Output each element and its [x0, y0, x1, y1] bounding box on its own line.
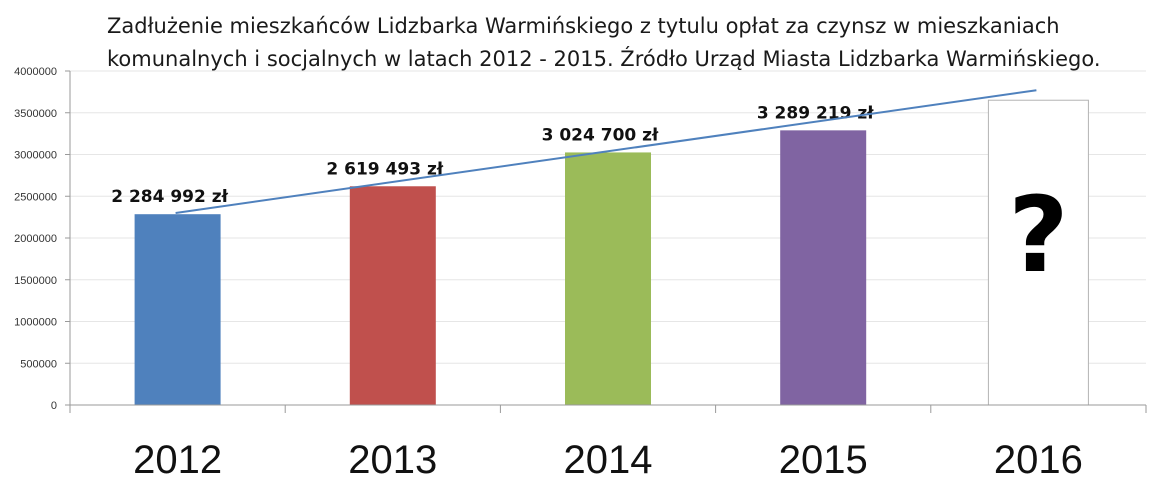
data-label: 3 289 219 zł [757, 103, 874, 123]
bar-2015 [780, 130, 867, 405]
y-tick-label: 4000000 [14, 66, 57, 78]
x-tick-label: 2016 [994, 438, 1083, 482]
chart-title: Zadłużenie mieszkańców Lidzbarka Warmińs… [107, 14, 1101, 71]
bar-2016 [987, 99, 1089, 406]
bar-2014 [565, 152, 651, 405]
x-tick-label: 2015 [779, 438, 868, 482]
unknown-value-marker: ? [1008, 174, 1068, 296]
y-tick-label: 3000000 [14, 150, 57, 162]
x-tick-label: 2014 [564, 438, 653, 482]
trendline [175, 89, 1037, 214]
y-tick-label: 1000000 [14, 317, 57, 329]
y-tick-label: 2500000 [14, 191, 57, 203]
bar-2012 [134, 214, 221, 405]
trendline-path [175, 89, 1037, 214]
y-tick-label: 1500000 [14, 275, 57, 287]
data-label: 2 619 493 zł [326, 159, 443, 179]
axes: 0 500000 1000000 1500000 2000000 2500000 30000… [14, 66, 1147, 482]
y-tick-label: 0 [51, 400, 57, 412]
y-tick-label: 500000 [20, 358, 57, 370]
data-labels: 2 284 992 zł 2 619 493 zł 3 024 700 zł 3 28… [111, 103, 1068, 296]
chart-title-line-1: Zadłużenie mieszkańców Lidzbarka Warmińs… [107, 14, 1060, 38]
x-tick-label: 2013 [348, 438, 437, 482]
y-tick-label: 3500000 [14, 108, 57, 120]
x-tick-label: 2012 [133, 438, 222, 482]
bars [134, 99, 1089, 406]
data-label: 3 024 700 zł [542, 125, 659, 145]
data-label: 2 284 992 zł [111, 187, 228, 207]
y-tick-label: 2000000 [14, 233, 57, 245]
chart-title-line-2: komunalnych i socjalnych w latach 2012 -… [107, 46, 1101, 71]
bar-2013 [349, 186, 436, 405]
